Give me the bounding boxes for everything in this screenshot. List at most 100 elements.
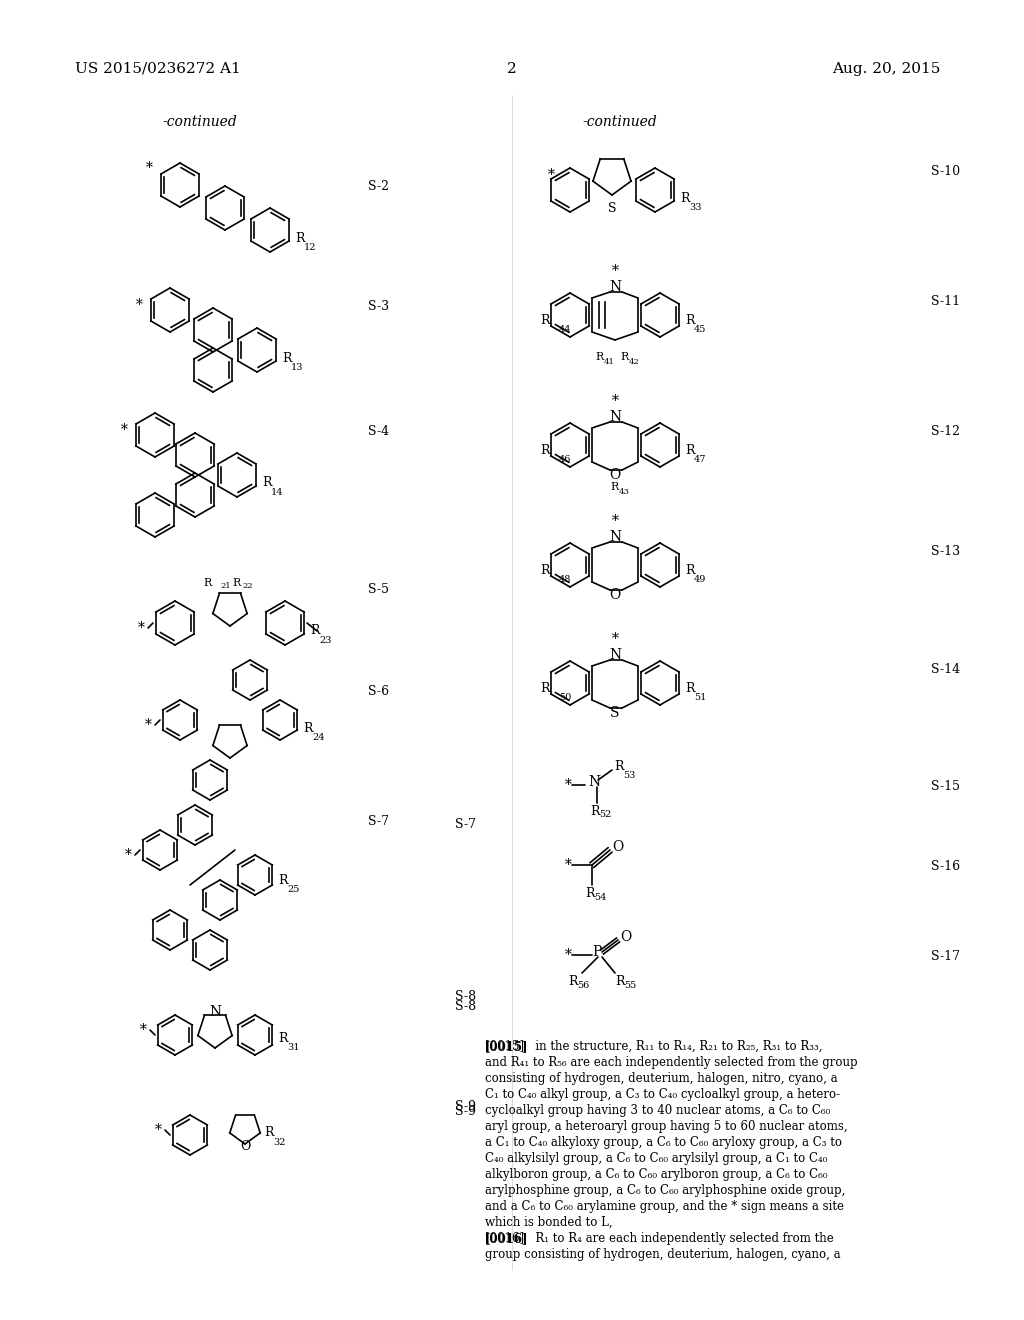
Text: 41: 41 bbox=[604, 358, 614, 366]
Text: *: * bbox=[146, 161, 153, 176]
Text: R: R bbox=[278, 874, 288, 887]
Text: N: N bbox=[609, 411, 622, 424]
Text: *: * bbox=[611, 632, 618, 645]
Text: R: R bbox=[585, 887, 595, 900]
Text: 56: 56 bbox=[577, 981, 589, 990]
Text: R: R bbox=[541, 681, 550, 694]
Text: R: R bbox=[680, 191, 689, 205]
Text: *: * bbox=[155, 1123, 162, 1137]
Text: R: R bbox=[278, 1031, 288, 1044]
Text: R: R bbox=[541, 314, 550, 326]
Text: 23: 23 bbox=[319, 636, 332, 645]
Text: S-10: S-10 bbox=[931, 165, 961, 178]
Text: R: R bbox=[264, 1126, 273, 1139]
Text: 42: 42 bbox=[629, 358, 640, 366]
Text: consisting of hydrogen, deuterium, halogen, nitro, cyano, a: consisting of hydrogen, deuterium, halog… bbox=[485, 1072, 838, 1085]
Text: 51: 51 bbox=[694, 693, 707, 702]
Text: 14: 14 bbox=[271, 488, 284, 498]
Text: [0015]: [0015] bbox=[485, 1040, 528, 1053]
Text: *: * bbox=[611, 264, 618, 279]
Text: 32: 32 bbox=[273, 1138, 286, 1147]
Text: 45: 45 bbox=[694, 325, 707, 334]
Text: N: N bbox=[209, 1005, 221, 1019]
Text: 31: 31 bbox=[287, 1043, 299, 1052]
Text: *: * bbox=[138, 620, 145, 635]
Text: C₄₀ alkylsilyl group, a C₆ to C₆₀ arylsilyl group, a C₁ to C₄₀: C₄₀ alkylsilyl group, a C₆ to C₆₀ arylsi… bbox=[485, 1152, 827, 1166]
Text: R: R bbox=[685, 564, 694, 577]
Text: cycloalkyl group having 3 to 40 nuclear atoms, a C₆ to C₆₀: cycloalkyl group having 3 to 40 nuclear … bbox=[485, 1104, 830, 1117]
Text: C₁ to C₄₀ alkyl group, a C₃ to C₄₀ cycloalkyl group, a hetero-: C₁ to C₄₀ alkyl group, a C₃ to C₄₀ cyclo… bbox=[485, 1088, 840, 1101]
Text: *: * bbox=[565, 777, 571, 792]
Text: S-3: S-3 bbox=[368, 300, 389, 313]
Text: 54: 54 bbox=[594, 894, 606, 902]
Text: 21: 21 bbox=[220, 582, 230, 590]
Text: O: O bbox=[612, 840, 624, 854]
Text: R: R bbox=[615, 975, 625, 987]
Text: aryl group, a heteroaryl group having 5 to 60 nuclear atoms,: aryl group, a heteroaryl group having 5 … bbox=[485, 1119, 848, 1133]
Text: 33: 33 bbox=[689, 203, 701, 213]
Text: S-8: S-8 bbox=[455, 990, 476, 1003]
Text: 13: 13 bbox=[291, 363, 303, 372]
Text: N: N bbox=[588, 775, 600, 789]
Text: R: R bbox=[595, 352, 603, 362]
Text: S-16: S-16 bbox=[931, 861, 961, 873]
Text: N: N bbox=[609, 531, 622, 544]
Text: US 2015/0236272 A1: US 2015/0236272 A1 bbox=[75, 62, 241, 77]
Text: 44: 44 bbox=[559, 325, 571, 334]
Text: R: R bbox=[610, 482, 618, 492]
Text: 2: 2 bbox=[507, 62, 517, 77]
Text: R: R bbox=[204, 578, 212, 587]
Text: R: R bbox=[541, 564, 550, 577]
Text: Aug. 20, 2015: Aug. 20, 2015 bbox=[831, 62, 940, 77]
Text: 47: 47 bbox=[694, 455, 707, 465]
Text: R: R bbox=[310, 624, 319, 638]
Text: and a C₆ to C₆₀ arylamine group, and the * sign means a site: and a C₆ to C₆₀ arylamine group, and the… bbox=[485, 1200, 844, 1213]
Text: which is bonded to L,: which is bonded to L, bbox=[485, 1216, 612, 1229]
Text: S-9: S-9 bbox=[455, 1100, 476, 1113]
Text: 24: 24 bbox=[312, 733, 325, 742]
Text: group consisting of hydrogen, deuterium, halogen, cyano, a: group consisting of hydrogen, deuterium,… bbox=[485, 1247, 841, 1261]
Text: *: * bbox=[611, 513, 618, 528]
Text: *: * bbox=[611, 393, 618, 408]
Text: *: * bbox=[121, 422, 128, 437]
Text: S-17: S-17 bbox=[931, 950, 961, 964]
Text: S-8: S-8 bbox=[455, 1001, 476, 1012]
Text: R: R bbox=[685, 444, 694, 457]
Text: S-15: S-15 bbox=[931, 780, 961, 793]
Text: S-12: S-12 bbox=[931, 425, 961, 438]
Text: 53: 53 bbox=[623, 771, 635, 780]
Text: S: S bbox=[610, 706, 620, 719]
Text: O: O bbox=[609, 469, 621, 482]
Text: R: R bbox=[568, 975, 578, 987]
Text: 49: 49 bbox=[694, 576, 707, 583]
Text: *: * bbox=[136, 298, 143, 312]
Text: [0016]: [0016] bbox=[485, 1232, 528, 1245]
Text: S-6: S-6 bbox=[368, 685, 389, 698]
Text: N: N bbox=[609, 280, 622, 294]
Text: *: * bbox=[565, 948, 571, 962]
Text: *: * bbox=[125, 847, 132, 862]
Text: R: R bbox=[614, 760, 624, 774]
Text: S-11: S-11 bbox=[931, 294, 961, 308]
Text: *: * bbox=[548, 168, 555, 182]
Text: alkylboron group, a C₆ to C₆₀ arylboron group, a C₆ to C₆₀: alkylboron group, a C₆ to C₆₀ arylboron … bbox=[485, 1168, 827, 1181]
Text: 52: 52 bbox=[599, 810, 611, 818]
Text: R: R bbox=[262, 477, 271, 490]
Text: R: R bbox=[590, 805, 599, 818]
Text: *: * bbox=[565, 858, 571, 873]
Text: [0015]   in the structure, R₁₁ to R₁₄, R₂₁ to R₂₅, R₃₁ to R₃₃,: [0015] in the structure, R₁₁ to R₁₄, R₂₁… bbox=[485, 1040, 822, 1053]
Text: R: R bbox=[232, 578, 241, 587]
Text: S-7: S-7 bbox=[455, 818, 476, 832]
Text: *: * bbox=[145, 718, 152, 733]
Text: O: O bbox=[620, 931, 631, 944]
Text: and R₄₁ to R₅₆ are each independently selected from the group: and R₄₁ to R₅₆ are each independently se… bbox=[485, 1056, 858, 1069]
Text: S: S bbox=[608, 202, 616, 214]
Text: N: N bbox=[609, 648, 622, 663]
Text: S-7: S-7 bbox=[368, 814, 389, 828]
Text: R: R bbox=[303, 722, 312, 734]
Text: R: R bbox=[282, 351, 292, 364]
Text: 46: 46 bbox=[559, 455, 571, 465]
Text: 48: 48 bbox=[559, 576, 571, 583]
Text: R: R bbox=[685, 314, 694, 326]
Text: 25: 25 bbox=[287, 884, 299, 894]
